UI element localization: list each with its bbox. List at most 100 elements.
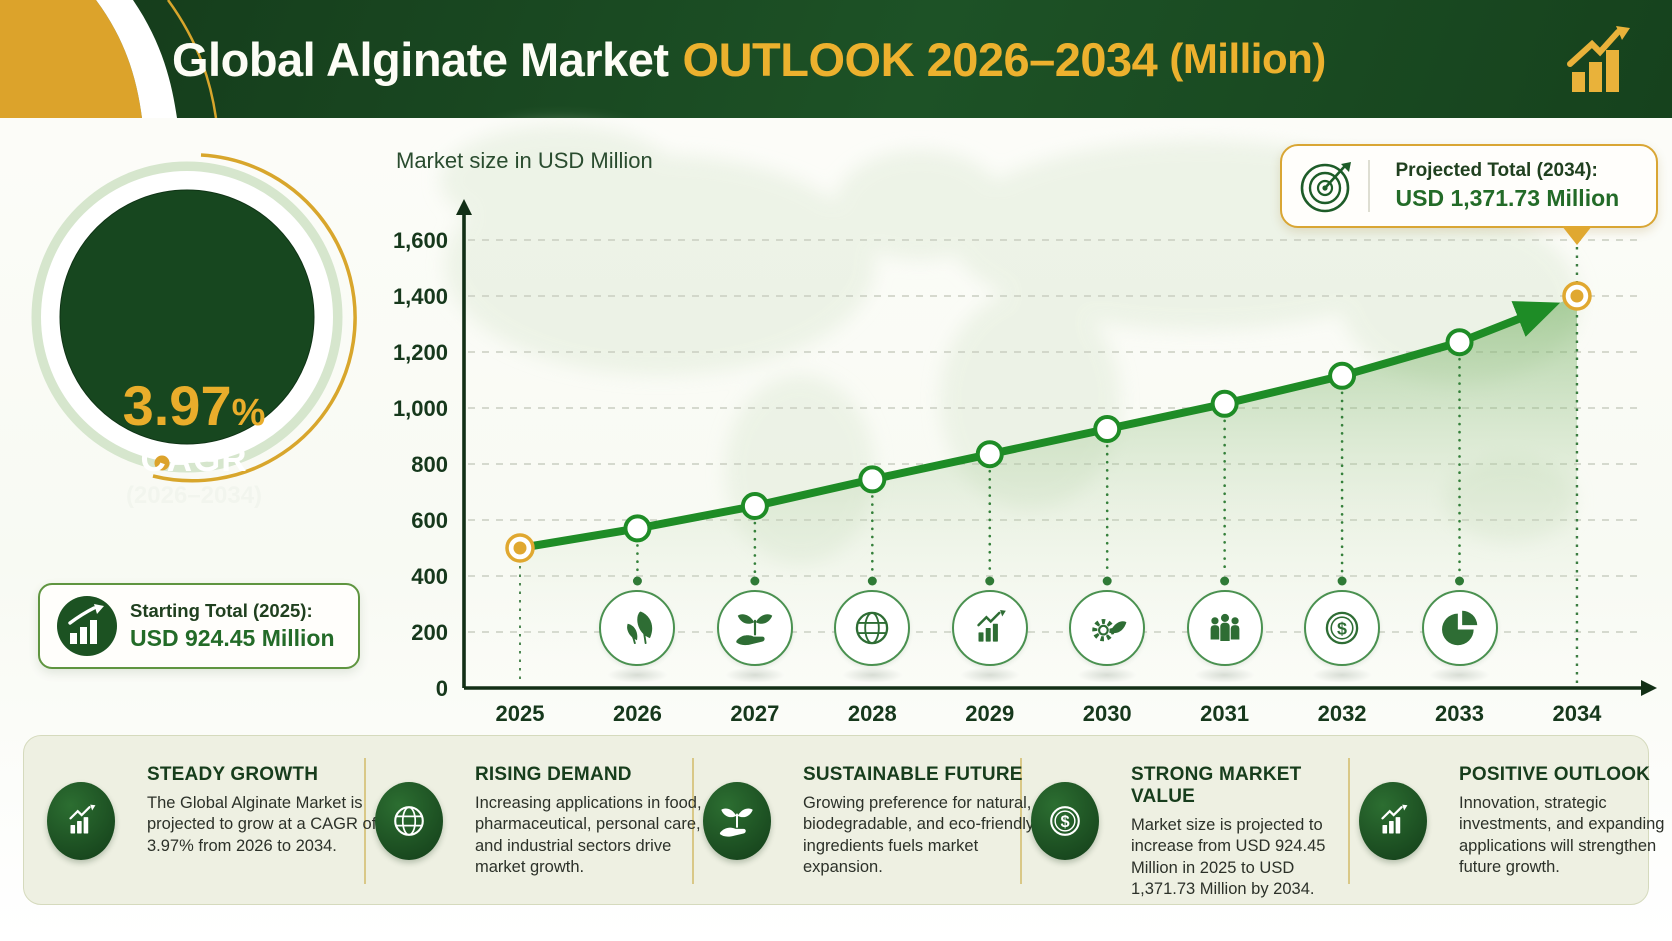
timeline-gear-leaf-icon <box>1069 590 1146 683</box>
starting-total-text: Starting Total (2025): USD 924.45 Millio… <box>130 600 335 652</box>
card-title: SUSTAINABLE FUTURE <box>803 764 1023 785</box>
trend-line <box>519 301 1561 552</box>
cagr-text: 3.97% CAGR (2026–2034) <box>74 374 314 509</box>
card-divider <box>692 758 694 884</box>
chart-title: Market size in USD Million <box>396 148 653 173</box>
x-tick-label: 2029 <box>965 701 1014 726</box>
highlight-cards-strip: STEADY GROWTH The Global Alginate Market… <box>23 735 1664 905</box>
dollar-coin-icon <box>1031 782 1099 860</box>
globe-icon <box>849 605 895 651</box>
gear-leaf-icon <box>1084 605 1130 651</box>
x-tick-label: 2031 <box>1200 701 1249 726</box>
card-sustainable-future: SUSTAINABLE FUTURE Growing preference fo… <box>703 736 1034 904</box>
card-steady-growth: STEADY GROWTH The Global Alginate Market… <box>47 736 376 904</box>
data-points <box>505 281 1592 563</box>
dollar-coin-icon <box>1319 605 1365 651</box>
y-tick-label: 1,200 <box>393 340 448 365</box>
card-text: Innovation, strategic investments, and e… <box>1459 794 1665 877</box>
timeline-dollar-coin-icon <box>1304 590 1381 683</box>
timeline-pie-chart-icon <box>1421 590 1498 683</box>
card-text: Growing preference for natural, biodegra… <box>803 794 1035 877</box>
x-tick-label: 2032 <box>1318 701 1367 726</box>
area-fill <box>520 296 1577 688</box>
data-point <box>858 465 887 494</box>
starting-total-value: USD 924.45 Million <box>130 624 335 651</box>
connector-dot <box>750 576 760 586</box>
timeline-people-icon <box>1186 590 1263 683</box>
timeline-growth-chart-icon <box>951 590 1028 683</box>
data-point <box>975 440 1004 469</box>
projected-total-label: Projected Total (2034): <box>1395 159 1598 181</box>
data-point <box>1328 361 1357 390</box>
page-title-unit: (Million) <box>1169 35 1326 82</box>
cagr-period: (2026–2034) <box>125 481 263 509</box>
card-positive-outlook: POSITIVE OUTLOOK Innovation, strategic i… <box>1359 736 1672 904</box>
x-tick-label: 2026 <box>613 701 662 726</box>
page-title: Global Alginate Market OUTLOOK 2026–2034… <box>172 0 1326 118</box>
card-strong-market-value: STRONG MARKET VALUE Market size is proje… <box>1031 736 1348 904</box>
y-axis-labels: 0 200 400 600 800 1,000 1,200 1,400 1,600 <box>393 228 448 701</box>
starting-total-label: Starting Total (2025): <box>130 600 313 622</box>
connector-dot <box>1455 576 1465 586</box>
growth-chart-icon <box>57 596 117 656</box>
connector-dot <box>867 576 877 586</box>
connector-dot <box>632 576 642 586</box>
cagr-badge-rings <box>31 153 357 483</box>
x-tick-label: 2028 <box>848 701 897 726</box>
cagr-badge: 3.97% CAGR (2026–2034) <box>7 137 367 517</box>
page-title-main: Global Alginate Market <box>172 32 669 86</box>
starting-total-badge: Starting Total (2025): USD 924.45 Millio… <box>38 583 360 669</box>
leaf-icon <box>614 605 660 651</box>
projected-total-value: USD 1,371.73 Million <box>1395 185 1620 212</box>
projected-total-badge: Projected Total (2034): USD 1,371.73 Mil… <box>1280 144 1658 228</box>
badge-divider <box>1368 160 1370 212</box>
data-point <box>1210 389 1239 418</box>
growth-chart-icon <box>967 605 1013 651</box>
y-tick-label: 0 <box>436 676 448 701</box>
globe-icon <box>375 782 443 860</box>
card-divider <box>1348 758 1350 884</box>
data-point <box>1445 328 1474 357</box>
connector-dot <box>1337 576 1347 586</box>
card-title: STEADY GROWTH <box>147 764 319 785</box>
pie-chart-icon <box>1437 605 1483 651</box>
area-under-curve <box>520 296 1577 688</box>
y-tick-label: 600 <box>411 508 448 533</box>
connector-dot <box>985 576 995 586</box>
data-point <box>623 514 652 543</box>
card-title: POSITIVE OUTLOOK <box>1459 764 1651 785</box>
trend-line-path <box>519 301 1561 552</box>
y-tick-label: 400 <box>411 564 448 589</box>
card-text: Market size is projected to increase fro… <box>1131 816 1326 899</box>
card-title: STRONG MARKET VALUE <box>1131 764 1302 807</box>
growth-bars-arrow-icon <box>1359 782 1427 860</box>
x-tick-label: 2025 <box>496 701 545 726</box>
data-point <box>740 492 769 520</box>
data-point <box>1093 415 1122 443</box>
card-title: RISING DEMAND <box>475 764 632 785</box>
timeline-globe-icon <box>834 590 911 683</box>
cagr-value: 3.97% <box>122 374 266 437</box>
card-divider <box>364 758 366 884</box>
dotted-guides <box>519 247 1579 685</box>
target-icon <box>1300 162 1351 213</box>
timeline-hand-plant-icon <box>716 590 793 683</box>
gold-dot <box>154 455 170 471</box>
connector-dot <box>1220 576 1230 586</box>
x-tick-label: 2033 <box>1435 701 1484 726</box>
x-axis-labels: 2025 2026 2027 2028 2029 2030 2031 2032 2033 2034 <box>496 701 1603 726</box>
hand-plant-icon <box>732 605 778 651</box>
projected-total-text: Projected Total (2034): USD 1,371.73 Mil… <box>1396 160 1620 213</box>
card-text: Increasing applications in food, pharmac… <box>475 794 702 877</box>
people-icon <box>1202 605 1248 651</box>
page-title-outlook: OUTLOOK 2026–2034 <box>682 32 1158 86</box>
card-rising-demand: RISING DEMAND Increasing applications in… <box>375 736 702 904</box>
x-tick-label: 2030 <box>1083 701 1132 726</box>
growth-bars-arrow-icon <box>47 782 115 860</box>
growth-chart-icon <box>1567 26 1630 92</box>
cagr-label: CAGR <box>140 439 248 479</box>
hand-plant-icon <box>703 782 771 860</box>
y-tick-label: 200 <box>411 620 448 645</box>
y-tick-label: 800 <box>411 452 448 477</box>
